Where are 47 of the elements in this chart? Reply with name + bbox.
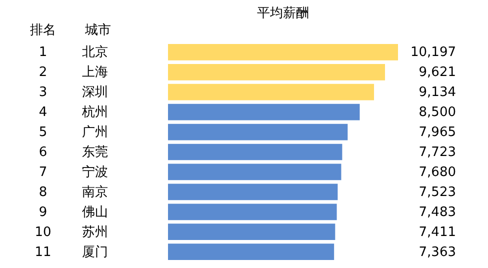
data-label: 9,621: [418, 65, 456, 80]
y-tick-label: 杭州: [81, 105, 108, 120]
y-axis-title: 城市: [84, 23, 111, 38]
bar: [168, 84, 374, 100]
text: 4: [38, 105, 48, 120]
text: 11: [34, 244, 52, 260]
y-tick-label: 北京: [82, 45, 108, 60]
text: 7: [38, 164, 48, 180]
y-tick-label: 深圳: [82, 85, 108, 100]
y-tick-label: 东莞: [82, 145, 108, 160]
bar: [168, 244, 334, 260]
data-label: 7,523: [418, 184, 456, 200]
bar: [168, 164, 342, 180]
y-tick-label: 南京: [82, 184, 108, 200]
y-tick-label: 厦门: [82, 244, 108, 260]
data-label: 9,134: [418, 85, 456, 100]
text: 5: [38, 125, 48, 140]
data-label: 7,411: [418, 224, 456, 240]
data-label: 7,965: [418, 125, 456, 140]
bar: [168, 224, 336, 240]
text: 3: [38, 85, 48, 100]
y-tick-label: 宁波: [82, 164, 108, 180]
bar: [168, 144, 342, 160]
data-label: 7,363: [418, 244, 456, 260]
y-tick-label: 佛山: [82, 204, 108, 220]
data-label: 8,500: [418, 105, 456, 120]
data-label: 7,483: [418, 204, 456, 220]
data-label: 7,680: [418, 164, 456, 180]
bar: [168, 204, 337, 220]
y-tick-label: 广州: [82, 125, 108, 140]
text: 8: [38, 184, 48, 200]
text: 10: [34, 224, 52, 240]
bar: [168, 184, 338, 200]
bar: [168, 64, 386, 80]
text: 2: [38, 65, 48, 80]
chart-title: 平均薪酬: [257, 6, 309, 21]
text: 1: [38, 45, 48, 60]
y-tick-label: 上海: [82, 65, 108, 80]
bar: [168, 44, 398, 60]
data-label: 10,197: [410, 45, 456, 60]
bar: [168, 104, 360, 120]
data-label: 7,723: [418, 145, 456, 160]
bar: [168, 124, 348, 140]
text: 排名: [30, 23, 56, 38]
text: 9: [38, 204, 48, 220]
text: 6: [38, 145, 48, 160]
y-tick-label: 苏州: [82, 224, 108, 240]
